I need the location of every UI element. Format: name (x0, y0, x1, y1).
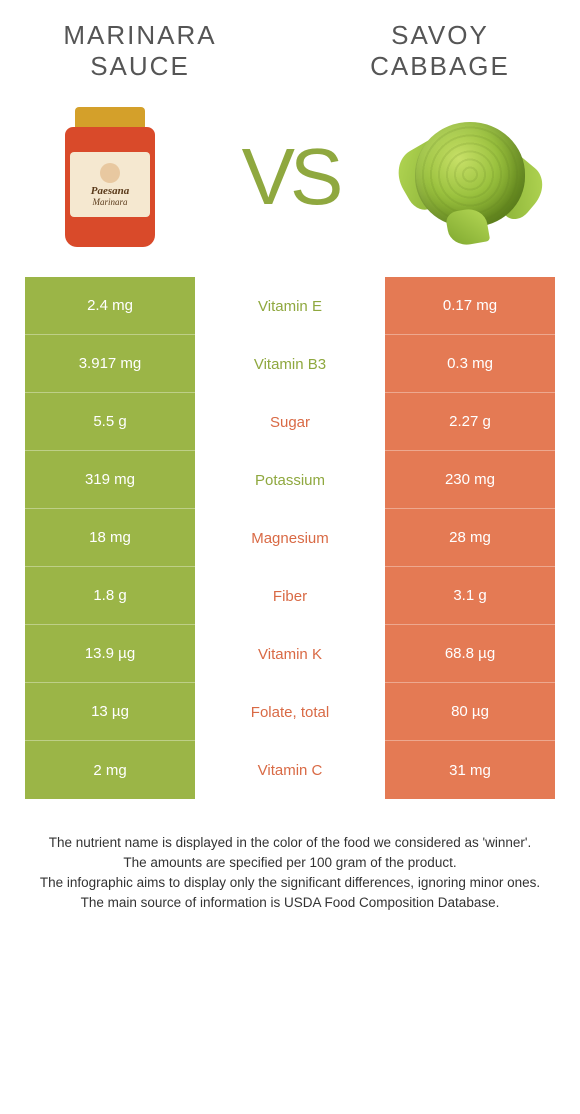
table-row: 2 mgVitamin C31 mg (25, 741, 555, 799)
images-row: Paesana Marinara VS (0, 92, 580, 277)
cell-nutrient-name: Sugar (195, 393, 385, 451)
cell-right-value: 68.8 µg (385, 625, 555, 683)
food-left-title: MARINARA SAUCE (40, 20, 240, 82)
cell-nutrient-name: Magnesium (195, 509, 385, 567)
cell-right-value: 3.1 g (385, 567, 555, 625)
cell-nutrient-name: Potassium (195, 451, 385, 509)
cell-left-value: 2 mg (25, 741, 195, 799)
cell-left-value: 2.4 mg (25, 277, 195, 335)
cell-left-value: 13 µg (25, 683, 195, 741)
footer-notes: The nutrient name is displayed in the co… (0, 799, 580, 913)
cell-left-value: 5.5 g (25, 393, 195, 451)
cell-right-value: 31 mg (385, 741, 555, 799)
table-row: 13 µgFolate, total80 µg (25, 683, 555, 741)
cell-nutrient-name: Vitamin E (195, 277, 385, 335)
footer-line: The infographic aims to display only the… (20, 874, 560, 893)
cell-nutrient-name: Fiber (195, 567, 385, 625)
food-left-image: Paesana Marinara (35, 102, 185, 252)
table-row: 3.917 mgVitamin B30.3 mg (25, 335, 555, 393)
cell-nutrient-name: Folate, total (195, 683, 385, 741)
cell-right-value: 230 mg (385, 451, 555, 509)
cabbage-icon (400, 112, 540, 242)
jar-icon: Paesana Marinara (65, 107, 155, 247)
header: MARINARA SAUCE SAVOY CABBAGE (0, 0, 580, 92)
table-row: 18 mgMagnesium28 mg (25, 509, 555, 567)
cell-nutrient-name: Vitamin K (195, 625, 385, 683)
jar-label-sub: Marinara (92, 197, 127, 207)
cell-left-value: 13.9 µg (25, 625, 195, 683)
cell-right-value: 0.3 mg (385, 335, 555, 393)
footer-line: The main source of information is USDA F… (20, 894, 560, 913)
comparison-table: 2.4 mgVitamin E0.17 mg3.917 mgVitamin B3… (0, 277, 580, 799)
footer-line: The nutrient name is displayed in the co… (20, 834, 560, 853)
table-row: 1.8 gFiber3.1 g (25, 567, 555, 625)
table-row: 319 mgPotassium230 mg (25, 451, 555, 509)
table-row: 2.4 mgVitamin E0.17 mg (25, 277, 555, 335)
cell-left-value: 18 mg (25, 509, 195, 567)
food-right-image (395, 102, 545, 252)
vs-text: VS (242, 131, 339, 223)
cell-nutrient-name: Vitamin C (195, 741, 385, 799)
cell-nutrient-name: Vitamin B3 (195, 335, 385, 393)
cell-left-value: 319 mg (25, 451, 195, 509)
table-row: 13.9 µgVitamin K68.8 µg (25, 625, 555, 683)
cell-left-value: 3.917 mg (25, 335, 195, 393)
jar-label-main: Paesana (91, 185, 130, 197)
cell-right-value: 28 mg (385, 509, 555, 567)
cell-left-value: 1.8 g (25, 567, 195, 625)
table-row: 5.5 gSugar2.27 g (25, 393, 555, 451)
food-right-title: SAVOY CABBAGE (340, 20, 540, 82)
cell-right-value: 0.17 mg (385, 277, 555, 335)
footer-line: The amounts are specified per 100 gram o… (20, 854, 560, 873)
cell-right-value: 2.27 g (385, 393, 555, 451)
cell-right-value: 80 µg (385, 683, 555, 741)
